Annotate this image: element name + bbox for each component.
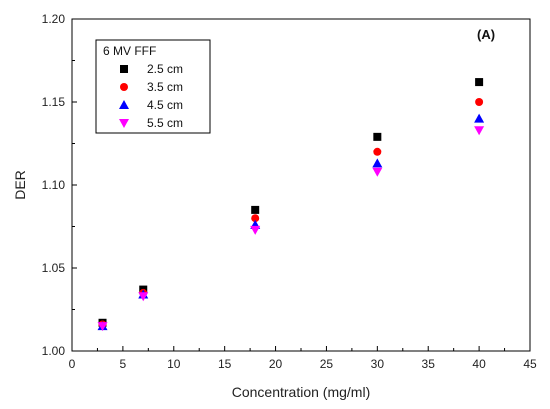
y-tick-label: 1.20 [42, 12, 66, 26]
x-tick-label: 5 [120, 357, 127, 371]
x-tick-label: 20 [269, 357, 283, 371]
x-tick-label: 40 [472, 357, 486, 371]
data-point-circle [475, 98, 484, 106]
data-point-triangle-up [474, 113, 485, 123]
y-tick-label: 1.10 [42, 178, 66, 192]
y-tick-label: 1.15 [42, 95, 66, 109]
x-tick-label: 35 [422, 357, 436, 371]
ticks-layer: 0 5 10 15 20 25 30 35 40 45 1.00 1.05 1.10 1.15 1.20 [42, 12, 537, 371]
legend-marker-triangle-up [119, 100, 129, 109]
legend-marker-circle [120, 83, 128, 91]
data-point-triangle-up [372, 158, 383, 168]
data-point-triangle-down [138, 292, 149, 302]
legend-entry-label: 3.5 cm [147, 80, 183, 94]
x-axis-label: Concentration (mg/ml) [232, 384, 371, 400]
legend-entry-label: 2.5 cm [147, 62, 183, 76]
data-point-triangle-down [250, 225, 261, 235]
y-tick-label: 1.00 [42, 344, 66, 358]
legend-entry-label: 4.5 cm [147, 98, 183, 112]
data-point-triangle-down [372, 167, 383, 177]
legend: 6 MV FFF 2.5 cm 3.5 cm 4.5 cm 5.5 cm [95, 39, 211, 134]
data-point-square [475, 78, 484, 87]
data-point-square [373, 132, 382, 141]
data-point-circle [251, 214, 260, 223]
y-axis-label: DER [12, 170, 28, 200]
x-tick-label: 10 [167, 357, 181, 371]
data-point-square [251, 205, 260, 214]
x-tick-label: 25 [320, 357, 334, 371]
legend-entry-label: 5.5 cm [147, 116, 183, 130]
x-tick-label: 15 [218, 357, 232, 371]
legend-marker-square [120, 65, 128, 73]
points-layer [97, 78, 485, 332]
panel-label: (A) [477, 27, 495, 42]
x-tick-label: 45 [523, 357, 537, 371]
data-point-triangle-down [474, 126, 485, 136]
legend-marker-triangle-down [119, 119, 129, 128]
legend-title: 6 MV FFF [103, 44, 156, 58]
y-tick-label: 1.05 [42, 261, 66, 275]
legend-box [95, 39, 211, 134]
data-point-circle [373, 147, 382, 156]
x-tick-label: 0 [69, 357, 76, 371]
legend-entries: 2.5 cm 3.5 cm 4.5 cm 5.5 cm [119, 62, 183, 130]
data-point-triangle-down [97, 322, 108, 332]
x-tick-label: 30 [371, 357, 385, 371]
